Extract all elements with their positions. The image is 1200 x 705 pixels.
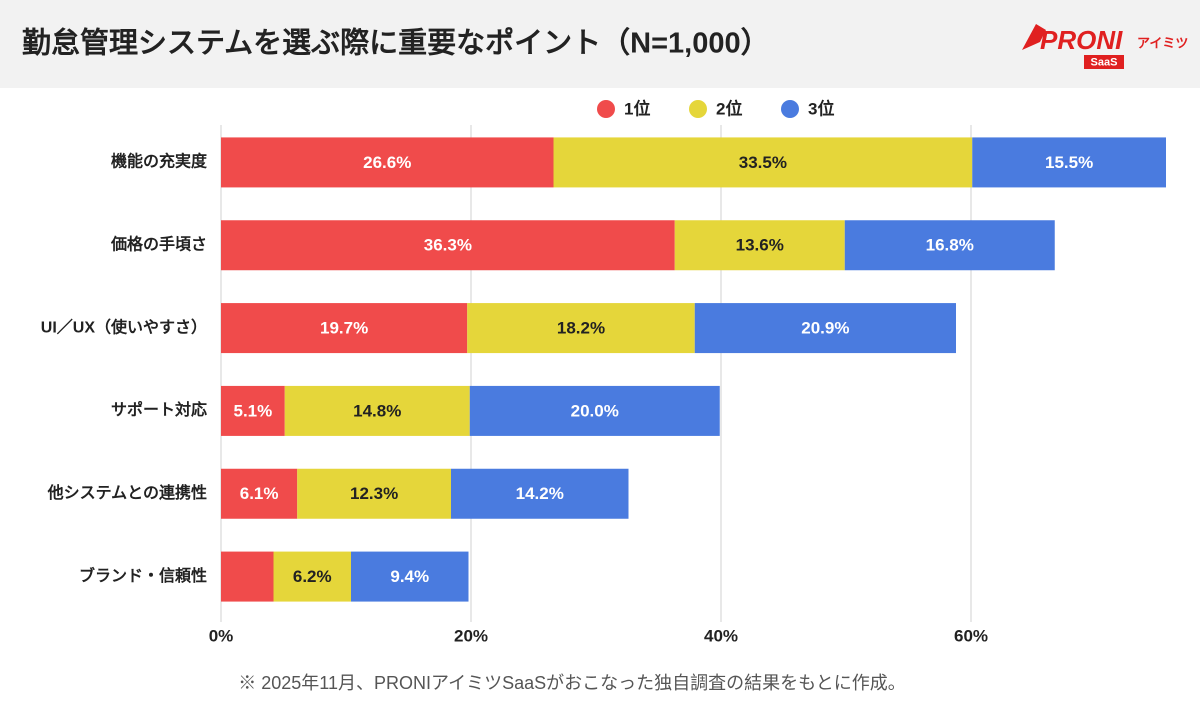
- y-tick-label: ブランド・信頼性: [79, 566, 207, 585]
- bar-segment: [467, 303, 695, 354]
- bar-segment: [674, 220, 845, 271]
- data-label: 18.2%: [557, 319, 605, 338]
- bar-segment: [553, 137, 973, 188]
- legend-label: 3位: [808, 98, 834, 118]
- bar-segment: [972, 137, 1166, 188]
- data-label: 16.8%: [926, 236, 974, 255]
- data-label: 33.5%: [739, 153, 787, 172]
- header-band: [0, 0, 1200, 88]
- bar-segment: [221, 551, 274, 602]
- data-label: 15.5%: [1045, 153, 1093, 172]
- logo-tag: SaaS: [1091, 56, 1118, 68]
- x-tick-label: 0%: [209, 626, 234, 645]
- y-tick-label: 価格の手頃さ: [110, 234, 207, 253]
- bar-segment: [221, 303, 468, 354]
- bar-segment: [297, 468, 451, 519]
- data-label: 5.1%: [234, 401, 273, 420]
- data-label: 36.3%: [424, 236, 472, 255]
- bar-segment: [273, 551, 351, 602]
- bar-segment: [451, 468, 629, 519]
- data-label: 14.2%: [516, 484, 564, 503]
- bar-segment: [284, 385, 470, 436]
- bar-segment: [221, 137, 554, 188]
- data-label: 20.0%: [571, 401, 619, 420]
- data-label: 26.6%: [363, 153, 411, 172]
- y-tick-label: UI／UX（使いやすさ）: [41, 317, 207, 336]
- x-tick-label: 60%: [954, 626, 988, 645]
- bar-segment: [221, 468, 298, 519]
- logo: PRONI アイミツ SaaS: [1022, 24, 1188, 69]
- x-tick-label: 40%: [704, 626, 738, 645]
- data-label: 14.8%: [353, 401, 401, 420]
- y-tick-label: サポート対応: [111, 400, 207, 419]
- legend-swatch: [781, 100, 799, 118]
- bar-segment: [351, 551, 469, 602]
- logo-icon: [1022, 24, 1046, 50]
- bar-segment: [221, 385, 285, 436]
- chart-title: 勤怠管理システムを選ぶ際に重要なポイント（N=1,000）: [22, 26, 770, 60]
- y-tick-label: 他システムとの連携性: [47, 483, 207, 502]
- data-label: 9.4%: [390, 567, 429, 586]
- bar-segment: [694, 303, 956, 354]
- bar-segment: [844, 220, 1055, 271]
- bar-segment: [221, 220, 675, 271]
- data-label: 6.2%: [293, 567, 332, 586]
- legend-label: 1位: [624, 98, 650, 118]
- legend-swatch: [597, 100, 615, 118]
- data-label: 12.3%: [350, 484, 398, 503]
- data-label: 20.9%: [801, 319, 849, 338]
- logo-brand: PRONI: [1040, 25, 1123, 55]
- legend-label: 2位: [716, 98, 742, 118]
- logo-tag-box: [1084, 55, 1124, 69]
- y-tick-label: 機能の充実度: [111, 152, 208, 171]
- logo-sub: アイミツ: [1137, 35, 1188, 50]
- data-label: 19.7%: [320, 319, 368, 338]
- x-tick-label: 20%: [454, 626, 488, 645]
- bar-segment: [469, 385, 720, 436]
- data-label: 6.1%: [240, 484, 279, 503]
- legend-swatch: [689, 100, 707, 118]
- data-label: 13.6%: [736, 236, 784, 255]
- footnote: ※ 2025年11月、PRONIアイミツSaaSがおこなった独自調査の結果をもと…: [238, 673, 906, 693]
